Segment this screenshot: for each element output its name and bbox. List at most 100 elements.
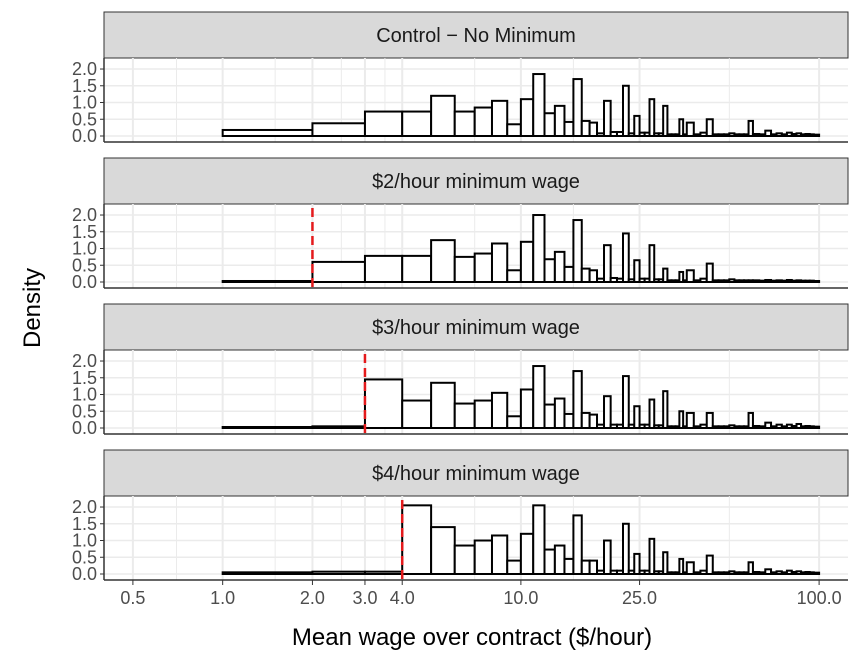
strip-background [103,303,849,351]
histogram-bar [563,557,575,576]
histogram-bar [490,391,509,430]
histogram-bar [363,570,404,576]
y-tick-label: 2.0 [72,351,97,371]
histogram-bar [311,425,366,430]
y-axis-title: Density [19,268,46,348]
histogram-bar [580,267,591,283]
histogram-bar [311,260,366,284]
histogram-bar [453,544,476,576]
histogram-bar [812,133,821,137]
histogram-bar [588,269,599,284]
histogram-bar [678,557,685,576]
histogram-bar [705,554,714,576]
histogram-bar [648,537,656,576]
histogram-bar [678,410,685,430]
histogram-bar [622,375,630,429]
y-tick-label: 0.0 [72,418,97,438]
facet-panel: $2/hour minimum wage 0.00.51.01.52.0 [72,157,849,292]
x-tick-label: 100.0 [797,588,842,608]
y-tick-label: 0.5 [72,109,97,129]
histogram-bar [622,522,630,576]
histogram-bar [401,254,433,284]
histogram-bar [596,132,606,137]
histogram-bar [553,544,566,576]
histogram-bar [532,504,546,576]
y-tick-label: 0.0 [72,272,97,292]
histogram-bar [685,561,695,575]
histogram-bar [506,269,522,284]
histogram-bar [473,252,493,283]
histogram-bar [572,370,583,429]
histogram-bar [580,559,591,576]
facet-panel: $3/hour minimum wage 0.00.51.01.52.0 [72,303,849,438]
y-tick-label: 2.0 [72,497,97,517]
histogram-bar [532,214,546,283]
histogram-bar [662,267,669,283]
histogram-bar [543,258,556,283]
x-tick-label: 25.0 [622,588,657,608]
histogram-bar [430,381,456,430]
x-tick-label: 0.5 [120,588,145,608]
histogram-bar [685,269,695,284]
histogram-bar [705,118,714,137]
histogram-bar [812,571,821,575]
histogram-bar [401,399,433,429]
histogram-bar [563,412,575,429]
y-tick-label: 0.0 [72,564,97,584]
histogram-bar [363,110,404,138]
histogram-bar [633,259,641,283]
y-tick-label: 1.0 [72,239,97,259]
y-tick-label: 2.0 [72,59,97,79]
y-tick-label: 1.5 [72,222,97,242]
histogram-bar [506,559,522,576]
histogram-bar [678,118,685,137]
facet-panel: Control − No Minimum 0.00.51.01.52.0 [72,11,849,146]
histogram-bar [473,399,493,429]
histogram-bar [506,415,522,430]
histogram-bar [812,279,821,284]
histogram-bar [363,378,404,430]
histogram-bar [473,539,493,576]
histogram-bar [648,98,656,137]
histogram-bar [588,413,599,429]
histogram-bar [603,99,612,138]
histogram-bar [633,405,641,429]
histogram-bar [506,123,522,137]
histogram-bar [519,98,535,137]
histogram-bar [812,425,821,429]
strip-background [103,449,849,497]
histogram-bar [221,279,314,284]
histogram-bar [603,395,612,429]
histogram-bar [543,548,556,575]
histogram-bar [401,504,433,576]
strip-title: $2/hour minimum wage [372,171,580,193]
y-tick-label: 1.5 [72,514,97,534]
facet-panel: $4/hour minimum wage 0.00.51.01.52.0 [72,449,849,584]
histogram-bar [221,571,314,575]
y-tick-label: 1.5 [72,368,97,388]
histogram-bar [633,552,641,576]
histogram-bar [662,390,669,429]
histogram-bar [221,128,314,137]
histogram-bar [622,84,630,137]
y-tick-label: 2.0 [72,205,97,225]
histogram-bar [747,411,754,430]
strip-title: $3/hour minimum wage [372,317,580,339]
histogram-bar [311,122,366,138]
y-tick-label: 0.5 [72,401,97,421]
histogram-bar [532,365,546,429]
histogram-bar [519,388,535,429]
histogram-bar [622,232,630,284]
histogram-bar [572,78,583,138]
histogram-bar [532,73,546,137]
histogram-bar [519,240,535,283]
histogram-bar [453,402,476,430]
histogram-bar [490,99,509,138]
histogram-bar [747,119,754,137]
histogram-bar [685,411,695,430]
histogram-bar [685,121,695,138]
histogram-bar [453,110,476,138]
histogram-bar [596,569,606,576]
